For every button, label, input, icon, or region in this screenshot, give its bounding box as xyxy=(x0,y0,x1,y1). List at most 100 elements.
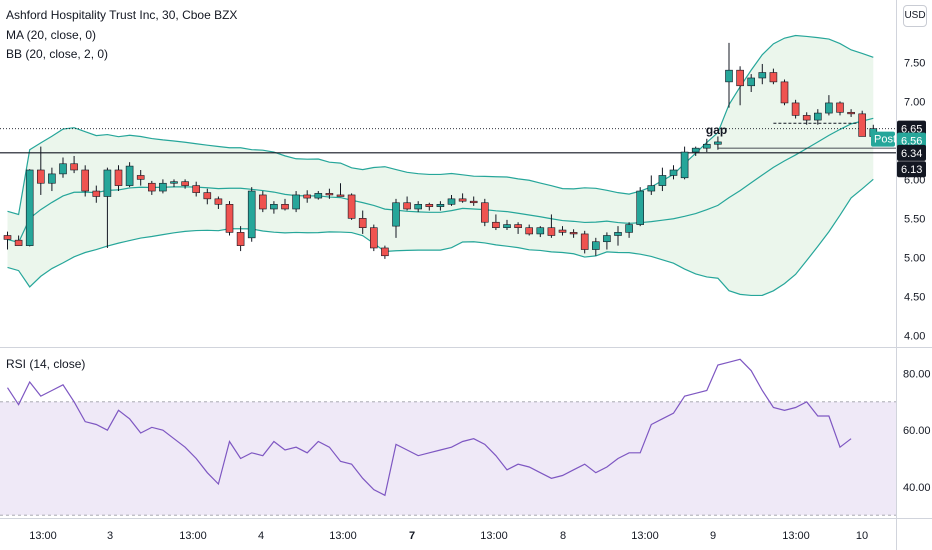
candle-body[interactable] xyxy=(791,102,800,116)
candle-body[interactable] xyxy=(747,77,756,87)
candle-body[interactable] xyxy=(136,175,145,180)
post-market-badge[interactable] xyxy=(871,131,895,147)
candle-body[interactable] xyxy=(802,115,811,121)
candle-body[interactable] xyxy=(358,218,367,228)
candle-body[interactable] xyxy=(691,147,700,153)
candle-body[interactable] xyxy=(558,229,567,233)
symbol-title[interactable]: Ashford Hospitality Trust Inc, 30, Cboe … xyxy=(6,8,238,22)
time-tick-label: 9 xyxy=(710,530,716,542)
price-tag[interactable] xyxy=(897,120,926,137)
candle-body[interactable] xyxy=(414,204,423,210)
candle-body[interactable] xyxy=(469,200,478,204)
candle-body[interactable] xyxy=(14,239,23,246)
candle-body[interactable] xyxy=(847,111,855,115)
rsi-line[interactable] xyxy=(6,358,852,497)
candle-body[interactable] xyxy=(103,169,112,197)
bb-legend[interactable]: BB (20, close, 2, 0) xyxy=(6,47,109,61)
candle-body[interactable] xyxy=(381,247,389,257)
candle-body[interactable] xyxy=(170,181,178,184)
candle-body[interactable] xyxy=(614,232,622,236)
candle-body[interactable] xyxy=(192,185,200,193)
price-tag[interactable] xyxy=(897,144,926,161)
price-pane[interactable]: gap xyxy=(0,34,896,297)
candle-body[interactable] xyxy=(425,204,434,207)
candle-body[interactable] xyxy=(547,227,556,236)
candle-body[interactable] xyxy=(458,198,467,202)
rsi-tick-label: 40.00 xyxy=(903,482,931,494)
candle-body[interactable] xyxy=(758,72,767,79)
candle-body[interactable] xyxy=(203,192,212,200)
time-tick-label: 13:00 xyxy=(329,530,357,542)
candle-body[interactable] xyxy=(314,193,323,199)
candle-body[interactable] xyxy=(492,221,500,228)
candle-body[interactable] xyxy=(36,169,45,184)
candle-body[interactable] xyxy=(270,204,278,210)
rsi-pane[interactable] xyxy=(0,358,896,516)
candle-body[interactable] xyxy=(3,235,12,240)
candle-body[interactable] xyxy=(680,151,689,179)
gap-label: gap xyxy=(706,123,727,137)
candle-body[interactable] xyxy=(325,193,334,196)
candle-body[interactable] xyxy=(236,232,245,246)
candle-body[interactable] xyxy=(392,202,400,227)
candle-body[interactable] xyxy=(580,233,589,250)
time-tick-label: 4 xyxy=(258,530,264,542)
candle-body[interactable] xyxy=(247,190,256,239)
candle-body[interactable] xyxy=(92,190,101,197)
candle-body[interactable] xyxy=(114,169,123,186)
candle-body[interactable] xyxy=(669,169,678,176)
candle-body[interactable] xyxy=(636,190,645,225)
candle-body[interactable] xyxy=(736,69,744,87)
price-tag-label: 6.34 xyxy=(901,148,922,160)
candle-body[interactable] xyxy=(647,185,656,192)
candle-body[interactable] xyxy=(369,227,378,249)
candle-body[interactable] xyxy=(81,169,89,192)
candle-body[interactable] xyxy=(780,81,789,104)
candle-body[interactable] xyxy=(714,141,722,145)
candle-body[interactable] xyxy=(303,194,312,199)
candle-body[interactable] xyxy=(514,224,522,228)
bb-lower-line[interactable] xyxy=(7,178,874,297)
candle-body[interactable] xyxy=(281,204,289,210)
candle-body[interactable] xyxy=(702,143,711,149)
candle-body[interactable] xyxy=(59,163,67,175)
candle-body[interactable] xyxy=(70,163,78,171)
candle-body[interactable] xyxy=(148,182,156,192)
time-tick-label: 3 xyxy=(107,530,113,542)
candle-body[interactable] xyxy=(480,202,489,223)
candle-body[interactable] xyxy=(525,227,534,235)
candle-body[interactable] xyxy=(403,202,411,210)
candle-body[interactable] xyxy=(181,181,189,186)
candle-body[interactable] xyxy=(769,72,778,83)
candle-body[interactable] xyxy=(858,113,867,137)
candle-body[interactable] xyxy=(725,69,733,83)
candle-body[interactable] xyxy=(447,198,456,205)
candle-body[interactable] xyxy=(25,169,34,246)
price-tag[interactable] xyxy=(897,132,926,149)
candle-body[interactable] xyxy=(159,182,167,192)
ma-legend[interactable]: MA (20, close, 0) xyxy=(6,28,97,42)
candle-body[interactable] xyxy=(347,194,356,219)
currency-button[interactable]: USD xyxy=(903,5,927,27)
candle-body[interactable] xyxy=(836,102,844,113)
candle-body[interactable] xyxy=(813,112,822,121)
candle-body[interactable] xyxy=(825,102,833,114)
candle-body[interactable] xyxy=(536,227,545,235)
candle-body[interactable] xyxy=(503,224,511,228)
candle-body[interactable] xyxy=(569,232,578,235)
candle-body[interactable] xyxy=(225,204,234,233)
candle-body[interactable] xyxy=(603,235,611,243)
candle-body[interactable] xyxy=(658,175,667,186)
candle-body[interactable] xyxy=(48,173,56,184)
candle-body[interactable] xyxy=(336,194,345,197)
candle-body[interactable] xyxy=(125,165,134,186)
rsi-legend[interactable]: RSI (14, close) xyxy=(6,357,86,371)
candle-body[interactable] xyxy=(292,194,300,210)
candle-body[interactable] xyxy=(214,198,223,205)
candle-body[interactable] xyxy=(591,241,600,250)
candle-body[interactable] xyxy=(625,224,633,233)
candle-body[interactable] xyxy=(258,194,267,210)
price-tag[interactable] xyxy=(897,161,926,178)
candle-body[interactable] xyxy=(436,204,445,207)
